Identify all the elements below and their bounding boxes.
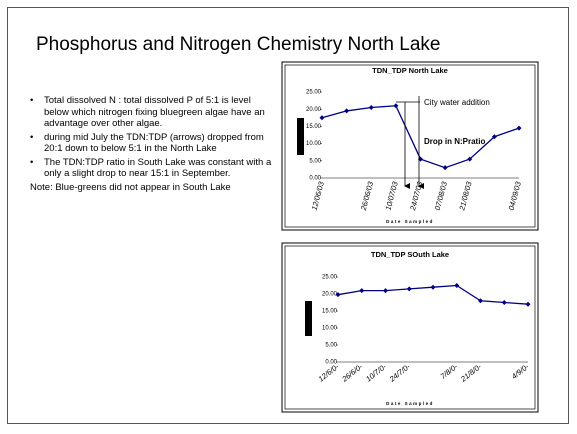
chart-title: TDN_TDP SOuth Lake (371, 250, 449, 259)
point-marker (467, 156, 473, 162)
chart-title: TDN_TDP North Lake (372, 66, 448, 75)
annotation: City water addition (424, 98, 490, 107)
slide-frame (7, 7, 569, 424)
bullet-list: Total dissolved N : total dissolved P of… (30, 95, 275, 193)
chart-frame-inner (284, 64, 536, 228)
point-marker (454, 283, 460, 288)
point-marker (383, 288, 388, 294)
x-axis-label: Date Sampled (386, 401, 434, 406)
bullet: Total dissolved N : total dissolved P of… (30, 95, 275, 130)
bullet: The TDN:TDP ratio in South Lake was cons… (30, 157, 275, 180)
y-tick-label: 15.00 (322, 309, 338, 315)
point-marker (516, 125, 522, 131)
point-marker (491, 134, 497, 140)
point-marker (319, 115, 325, 121)
point-marker (368, 104, 374, 110)
chart-frame (281, 242, 539, 413)
y-tick-label: 0.00 (309, 176, 321, 182)
y-tick-label: 5.00 (325, 343, 337, 349)
x-axis-label: Date Sampled (386, 219, 434, 224)
y-tick-label: 25.00 (306, 90, 322, 96)
y-tick-label: 10.00 (322, 326, 338, 332)
y-tick-label: 0.00 (325, 360, 337, 366)
y-axis-label-box (305, 301, 312, 336)
y-tick-label: 15.00 (306, 124, 322, 130)
y-tick-label: 10.00 (306, 141, 322, 147)
chart-frame-inner (284, 245, 536, 410)
y-tick-label: 20.00 (306, 107, 322, 113)
point-marker (430, 284, 436, 290)
slide-title: Phosphorus and Nitrogen Chemistry North … (36, 34, 441, 55)
point-marker (359, 288, 365, 294)
point-marker (442, 165, 448, 171)
point-marker (393, 103, 399, 109)
y-axis-label-box (297, 118, 304, 155)
point-marker (478, 298, 483, 304)
chart-frame (281, 61, 539, 231)
y-tick-label: 5.00 (309, 158, 321, 164)
point-marker (335, 292, 341, 298)
point-marker (344, 108, 350, 114)
note: Note: Blue-greens did not appear in Sout… (30, 181, 231, 193)
point-marker (406, 286, 412, 292)
annotation: Drop in N:Pratio (424, 137, 485, 146)
point-marker (501, 300, 507, 305)
y-tick-label: 20.00 (322, 292, 338, 298)
y-tick-label: 25.00 (322, 275, 338, 281)
bullet: during mid July the TDN:TDP (arrows) dro… (30, 132, 275, 155)
point-marker (525, 301, 531, 307)
